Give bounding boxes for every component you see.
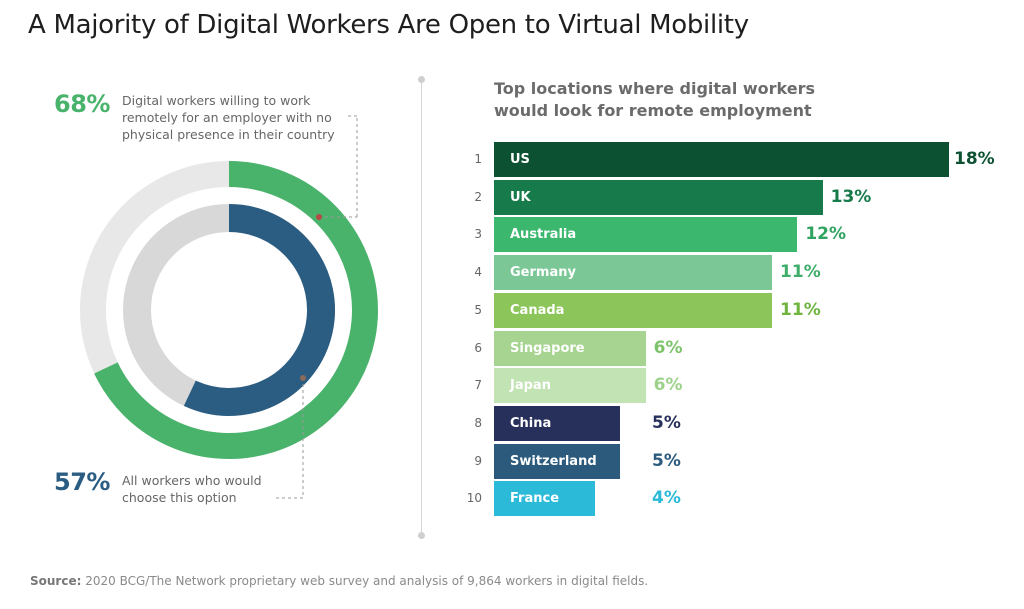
bar-value-label: 18% (954, 149, 995, 169)
bar: China (494, 405, 621, 441)
bar: Singapore (494, 330, 646, 366)
rank-label: 8 (474, 415, 482, 430)
rank-label: 2 (474, 189, 482, 204)
bar-value-label: 12% (805, 224, 847, 245)
rank-label: 10 (466, 491, 482, 506)
rank-label: 7 (474, 378, 482, 393)
source-note: Source: 2020 BCG/The Network proprietary… (30, 574, 648, 588)
bar-value-label: 5% (652, 450, 681, 471)
bar-value-label: 6% (653, 337, 683, 358)
bar-category-label: Germany (510, 265, 576, 281)
page-title: A Majority of Digital Workers Are Open t… (28, 10, 749, 40)
leader-line-outer (316, 115, 358, 220)
bar: US (494, 142, 949, 177)
bar: Canada (494, 292, 773, 328)
bar-category-label: Canada (510, 302, 565, 318)
bar-category-label: France (510, 491, 560, 507)
rank-label: 1 (474, 152, 482, 166)
source-label: Source: (30, 574, 82, 588)
donut-chart (80, 115, 378, 499)
bar-value-label: 4% (652, 488, 681, 509)
divider (418, 76, 425, 539)
bar-category-label: US (510, 152, 530, 167)
bar-category-label: Singapore (510, 340, 585, 356)
inner-description: All workers who would choose this option (122, 473, 262, 505)
rank-label: 5 (474, 302, 482, 317)
bar-value-label: 5% (652, 412, 681, 433)
bar-category-label: China (510, 415, 552, 431)
inner-percent: 57% (54, 468, 110, 496)
rank-label: 3 (474, 227, 482, 242)
rank-label: 6 (474, 340, 482, 355)
bar: Germany (494, 255, 773, 291)
source-text: 2020 BCG/The Network proprietary web sur… (81, 574, 649, 588)
bar: Switzerland (494, 443, 621, 479)
rank-label: 4 (474, 265, 482, 280)
outer-description: Digital workers willing to work remotely… (122, 93, 335, 142)
inner-ring-arc (183, 204, 335, 416)
bar: UK (494, 179, 823, 215)
bar-value-label: 6% (653, 375, 683, 396)
rank-label: 9 (474, 453, 482, 468)
bar-category-label: Switzerland (510, 453, 597, 469)
bar: Japan (494, 368, 646, 404)
outer-ring-arc (94, 161, 378, 459)
bar-chart-title: Top locations where digital workers woul… (494, 79, 816, 120)
bar-category-label: UK (510, 189, 531, 205)
leader-line-inner (276, 375, 306, 499)
bar: Australia (494, 217, 798, 253)
bar-value-label: 11% (780, 262, 821, 283)
bar-category-label: Australia (510, 227, 577, 243)
bar-value-label: 13% (830, 186, 872, 207)
bar-category-label: Japan (510, 378, 551, 394)
bar: France (494, 481, 596, 517)
bar-value-label: 11% (780, 299, 821, 320)
outer-percent: 68% (54, 90, 110, 118)
